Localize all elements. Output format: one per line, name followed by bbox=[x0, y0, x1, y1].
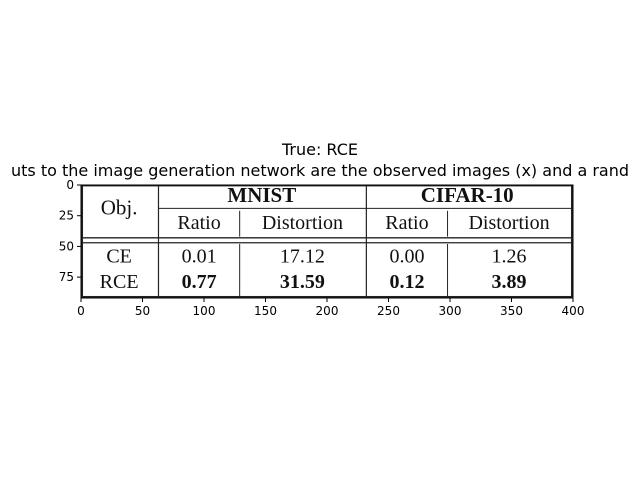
table-cell: 0.77 bbox=[182, 271, 217, 293]
chart-title: True: RCE bbox=[281, 140, 359, 159]
y-tick-label: 0 bbox=[66, 178, 74, 192]
table-frame bbox=[81, 184, 573, 298]
x-tick-label: 350 bbox=[500, 304, 523, 318]
x-tick-label: 400 bbox=[562, 304, 585, 318]
x-tick-label: 0 bbox=[77, 304, 85, 318]
group-header: CIFAR-10 bbox=[421, 183, 514, 207]
table-cell: 3.89 bbox=[492, 271, 527, 293]
chart-subtitle: uts to the image generation network are … bbox=[10, 161, 630, 180]
x-tick-label: 250 bbox=[377, 304, 400, 318]
x-tick-label: 300 bbox=[439, 304, 462, 318]
table-cell: 0.00 bbox=[389, 245, 424, 267]
row-label: CE bbox=[106, 245, 132, 267]
row-label: RCE bbox=[100, 271, 139, 293]
x-tick-label: 150 bbox=[254, 304, 277, 318]
column-header: Ratio bbox=[177, 212, 220, 234]
header-obj: Obj. bbox=[101, 195, 138, 219]
x-tick-label: 50 bbox=[135, 304, 150, 318]
column-header: Ratio bbox=[385, 212, 428, 234]
y-tick-label: 25 bbox=[59, 209, 74, 223]
table-cell: 0.12 bbox=[389, 271, 424, 293]
table-cell: 0.01 bbox=[182, 245, 217, 267]
y-tick-label: 75 bbox=[59, 270, 74, 284]
table-cell: 17.12 bbox=[280, 245, 325, 267]
column-header: Distortion bbox=[468, 212, 549, 234]
table-cell: 31.59 bbox=[280, 271, 325, 293]
table-cell: 1.26 bbox=[492, 245, 527, 267]
x-tick-label: 200 bbox=[316, 304, 339, 318]
column-header: Distortion bbox=[262, 212, 343, 234]
group-header: MNIST bbox=[227, 183, 296, 207]
x-tick-label: 100 bbox=[193, 304, 216, 318]
y-tick-label: 50 bbox=[59, 239, 74, 253]
